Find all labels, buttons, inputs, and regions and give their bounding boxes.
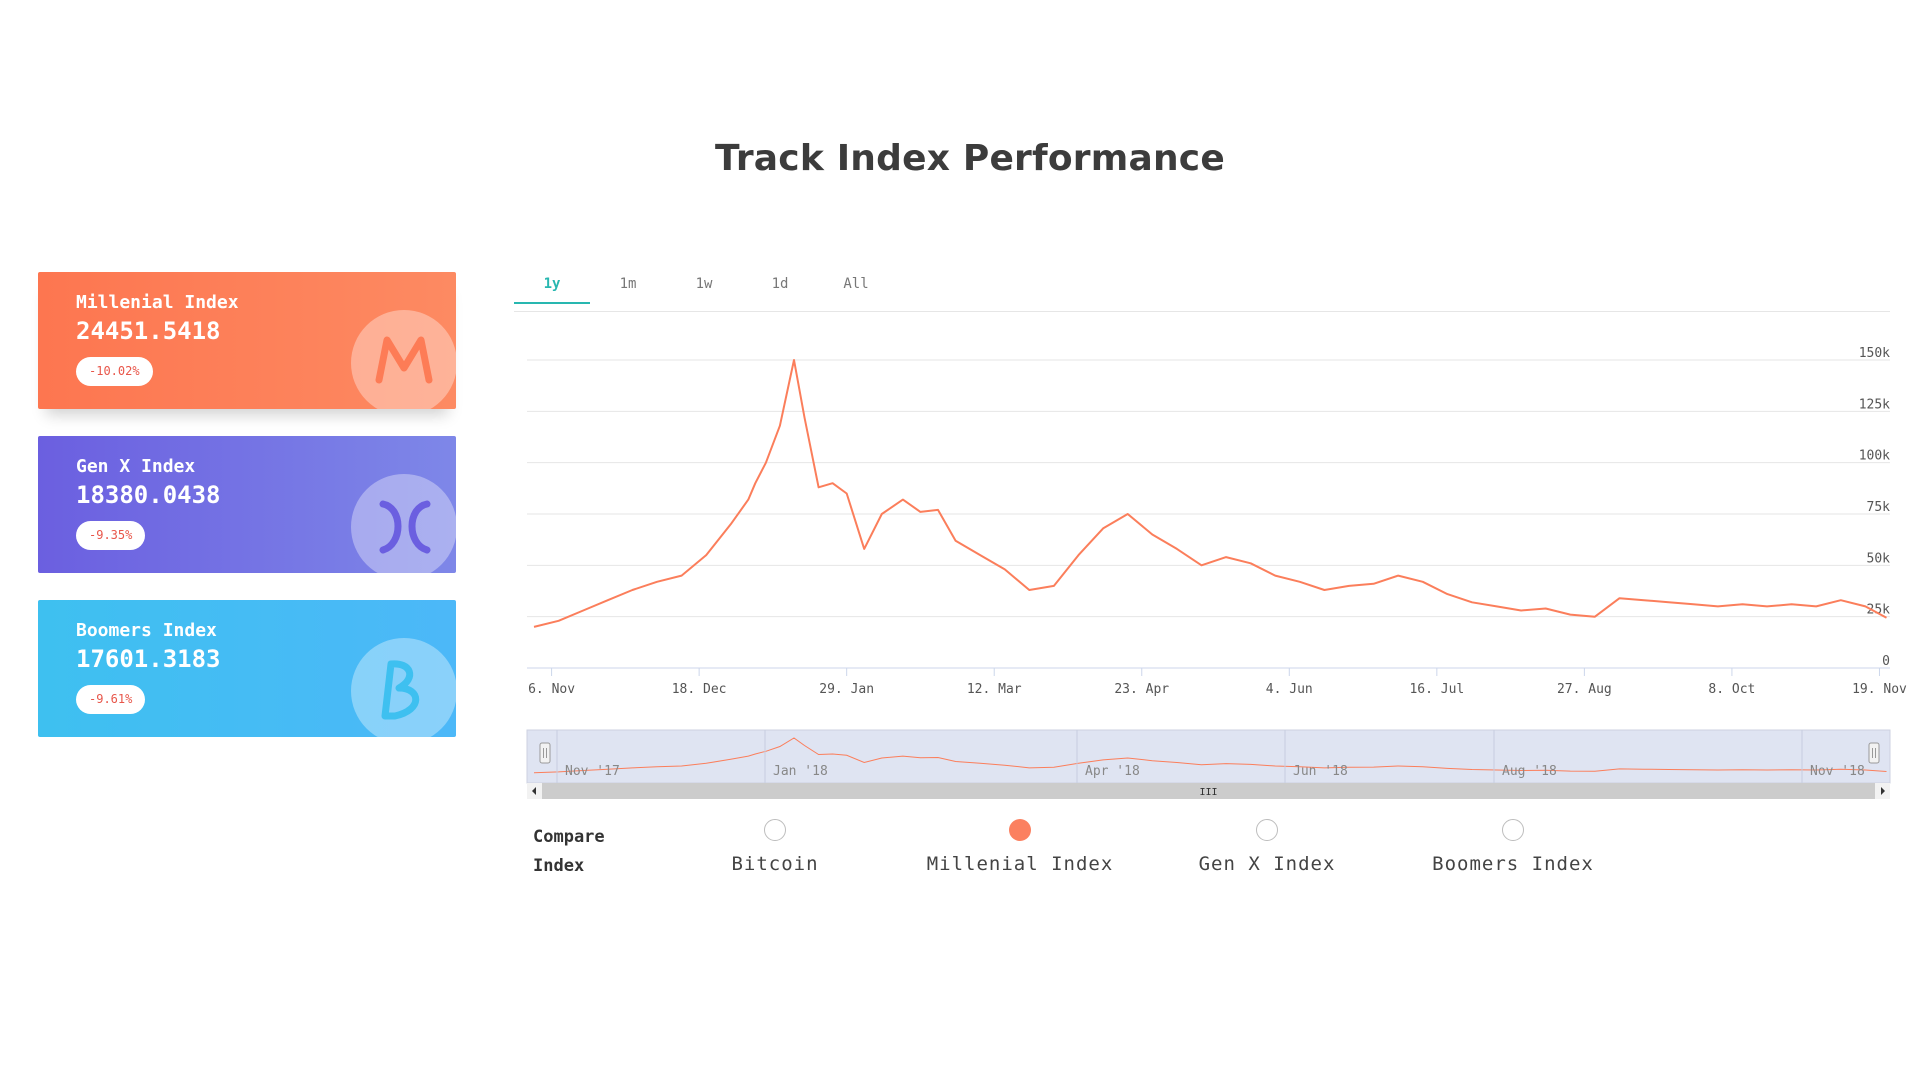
boomers-index-card[interactable]: Boomers Index 17601.3183 -9.61% xyxy=(38,600,456,737)
x-tick-label: 18. Dec xyxy=(672,682,727,697)
tab-all[interactable]: All xyxy=(843,276,869,292)
radio-button[interactable] xyxy=(1256,819,1278,841)
card-name: Boomers Index xyxy=(76,620,217,641)
navigator-label: Aug '18 xyxy=(1502,764,1557,779)
y-tick-label: 100k xyxy=(1859,449,1890,464)
navigator-range[interactable] xyxy=(526,729,1891,784)
navigator-label: Jan '18 xyxy=(773,764,828,779)
compare-option-boomers[interactable]: Boomers Index xyxy=(1393,819,1633,883)
y-tick-label: 50k xyxy=(1867,551,1891,566)
millenial-index-card[interactable]: Millenial Index 24451.5418 -10.02% xyxy=(38,272,456,409)
y-tick-label: 150k xyxy=(1859,346,1890,361)
millenial-logo-icon xyxy=(351,310,456,409)
x-tick-label: 27. Aug xyxy=(1557,682,1612,697)
y-tick-label: 0 xyxy=(1882,654,1890,669)
change-badge: -9.35% xyxy=(76,521,146,550)
tab-1y[interactable]: 1y xyxy=(514,276,590,304)
tab-1m[interactable]: 1m xyxy=(619,276,637,292)
compare-option-label: Gen X Index xyxy=(1198,853,1336,875)
y-tick-label: 125k xyxy=(1859,397,1890,412)
scrollbar-grip: III xyxy=(1199,787,1217,798)
tab-1d[interactable]: 1d xyxy=(771,276,789,292)
navigator-label: Nov '17 xyxy=(565,764,620,779)
card-name: Gen X Index xyxy=(76,456,196,477)
card-value: 18380.0438 xyxy=(76,481,221,509)
compare-option-label: Millenial Index xyxy=(926,853,1114,875)
x-tick-label: 19. Nov xyxy=(1852,682,1907,697)
change-badge: -10.02% xyxy=(76,357,153,386)
genx-index-card[interactable]: Gen X Index 18380.0438 -9.35% xyxy=(38,436,456,573)
navigator-handle-right[interactable] xyxy=(1868,742,1880,764)
x-tick-label: 16. Jul xyxy=(1409,682,1464,697)
compare-option-millenial[interactable]: Millenial Index xyxy=(900,819,1140,883)
compare-option-bitcoin[interactable]: Bitcoin xyxy=(655,819,895,883)
navigator-series-line xyxy=(533,737,1887,774)
y-tick-label: 25k xyxy=(1867,603,1891,618)
series-line-millenial-index xyxy=(533,359,1887,628)
radio-button[interactable] xyxy=(1009,819,1031,841)
compare-option-genx[interactable]: Gen X Index xyxy=(1147,819,1387,883)
navigator-label: Apr '18 xyxy=(1085,764,1140,779)
x-tick-label: 4. Jun xyxy=(1266,682,1313,697)
x-tick-label: 6. Nov xyxy=(528,682,575,697)
navigator-handle-left[interactable] xyxy=(539,742,551,764)
x-tick-label: 23. Apr xyxy=(1114,682,1169,697)
x-tick-label: 12. Mar xyxy=(967,682,1022,697)
card-value: 17601.3183 xyxy=(76,645,221,673)
x-tick-label: 29. Jan xyxy=(819,682,874,697)
compare-option-label: Boomers Index xyxy=(1432,853,1594,875)
genx-logo-icon xyxy=(351,474,456,573)
compare-option-label: Bitcoin xyxy=(731,853,819,875)
card-value: 24451.5418 xyxy=(76,317,221,345)
compare-label: Compare Index xyxy=(533,827,605,876)
x-tick-label: 8. Oct xyxy=(1708,682,1755,697)
navigator-label: Nov '18 xyxy=(1810,764,1865,779)
boomers-logo-icon xyxy=(351,638,456,737)
change-badge: -9.61% xyxy=(76,685,146,714)
tab-1w[interactable]: 1w xyxy=(695,276,713,292)
radio-button[interactable] xyxy=(764,819,786,841)
radio-button[interactable] xyxy=(1502,819,1524,841)
range-tabs: 1y 1m 1w 1d All xyxy=(514,272,1890,312)
scroll-right-arrow-icon[interactable] xyxy=(1881,787,1885,795)
y-tick-label: 75k xyxy=(1867,500,1891,515)
tabs-divider xyxy=(514,311,1890,312)
card-name: Millenial Index xyxy=(76,292,239,313)
navigator-label: Jun '18 xyxy=(1293,764,1348,779)
scrollbar-thumb[interactable] xyxy=(542,783,1875,799)
scroll-left-arrow-icon[interactable] xyxy=(532,787,536,795)
page-title: Track Index Performance xyxy=(715,138,1225,179)
